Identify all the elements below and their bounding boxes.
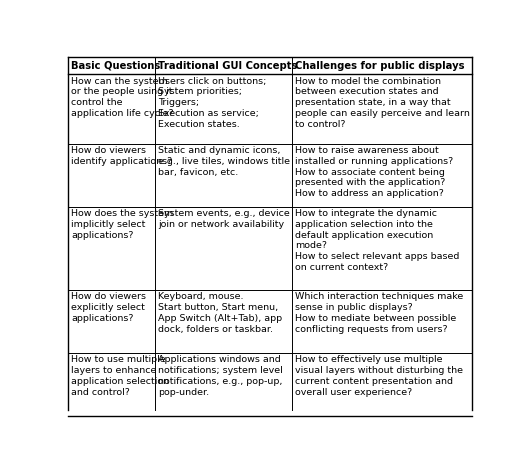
Text: Traditional GUI Concepts: Traditional GUI Concepts: [158, 61, 297, 71]
Text: Keyboard, mouse.
Start button, Start menu,
App Switch (Alt+Tab), app
dock, folde: Keyboard, mouse. Start button, Start men…: [158, 292, 282, 333]
Text: How to raise awareness about
installed or running applications?
How to associate: How to raise awareness about installed o…: [296, 146, 454, 198]
Text: Which interaction techniques make
sense in public displays?
How to mediate betwe: Which interaction techniques make sense …: [296, 292, 464, 333]
Text: Static and dynamic icons,
e.g., live tiles, windows title
bar, favicon, etc.: Static and dynamic icons, e.g., live til…: [158, 146, 290, 176]
Text: Applications windows and
notifications; system level
notifications, e.g., pop-up: Applications windows and notifications; …: [158, 356, 283, 397]
Text: How to effectively use multiple
visual layers without disturbing the
current con: How to effectively use multiple visual l…: [296, 356, 463, 397]
Text: How to integrate the dynamic
application selection into the
default application : How to integrate the dynamic application…: [296, 209, 460, 272]
Text: Users click on buttons;
System priorities;
Triggers;
Execution as service;
Execu: Users click on buttons; System prioritie…: [158, 77, 267, 129]
Text: Challenges for public displays: Challenges for public displays: [296, 61, 465, 71]
Text: Basic Questions: Basic Questions: [71, 61, 161, 71]
Text: How can the system
or the people using it
control the
application life cycle?: How can the system or the people using i…: [71, 77, 174, 118]
Text: How to use multiple
layers to enhance
application selection
and control?: How to use multiple layers to enhance ap…: [71, 356, 169, 397]
Text: How to model the combination
between execution states and
presentation state, in: How to model the combination between exe…: [296, 77, 470, 129]
Text: How do viewers
identify applications?: How do viewers identify applications?: [71, 146, 172, 166]
Text: How do viewers
explicitly select
applications?: How do viewers explicitly select applica…: [71, 292, 147, 323]
Text: System events, e.g., device
join or network availability: System events, e.g., device join or netw…: [158, 209, 290, 229]
Text: How does the system
implicitly select
applications?: How does the system implicitly select ap…: [71, 209, 173, 240]
